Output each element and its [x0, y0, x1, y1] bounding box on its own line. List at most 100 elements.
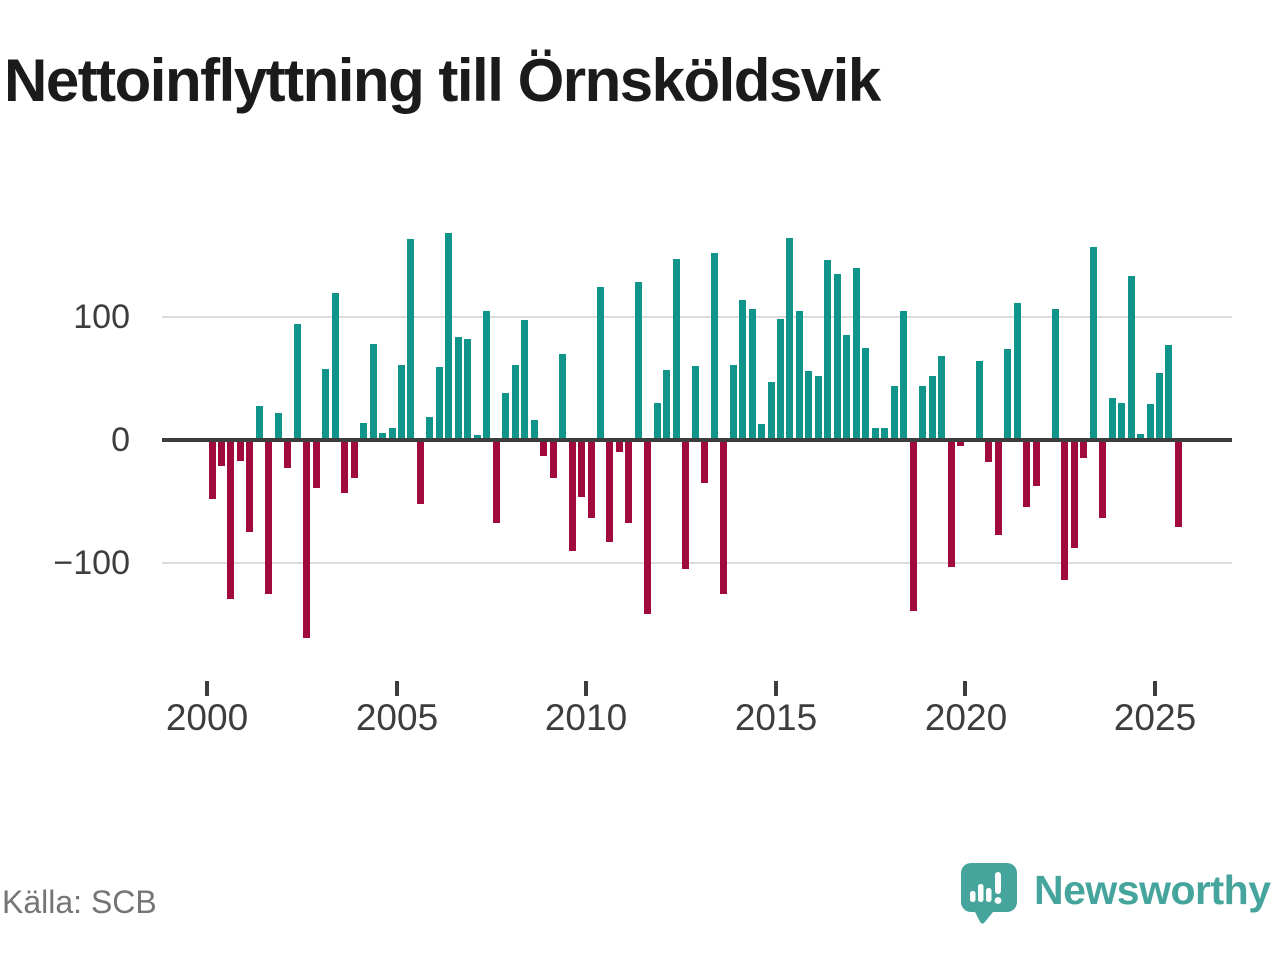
bar-2023-Q1 [1080, 440, 1088, 459]
bar-2002-Q4 [312, 440, 320, 489]
bar-2004-Q1 [360, 422, 368, 440]
bar-2008-Q3 [530, 420, 538, 440]
bar-2003-Q2 [331, 293, 339, 440]
bar-2004-Q2 [369, 343, 377, 440]
bar-2003-Q3 [341, 440, 349, 493]
logo-bar-1 [970, 891, 976, 902]
bar-2011-Q1 [625, 440, 633, 523]
bar-2006-Q1 [435, 367, 443, 440]
bar-2021-Q2 [1013, 303, 1021, 440]
bar-2003-Q1 [322, 368, 330, 440]
source-note: Källa: SCB [2, 884, 157, 920]
bar-2023-Q3 [1099, 440, 1107, 518]
bar-2000-Q3 [227, 440, 235, 599]
bar-2024-Q1 [1118, 403, 1126, 440]
bar-2005-Q1 [398, 364, 405, 440]
x-tick-label-2010: 2010 [544, 697, 628, 738]
bar-2006-Q2 [445, 233, 453, 440]
bar-2013-Q4 [729, 364, 737, 440]
bar-2020-Q3 [985, 440, 993, 463]
bar-2024-Q3 [1137, 433, 1145, 440]
bar-2001-Q4 [274, 412, 282, 440]
bar-2019-Q1 [928, 375, 936, 440]
newsworthy-logo-icon [958, 862, 1018, 929]
bar-2019-Q2 [938, 356, 946, 440]
bar-2008-Q2 [521, 320, 529, 440]
x-axis-zero-line [162, 438, 1232, 442]
bar-2009-Q4 [578, 440, 586, 497]
bar-2006-Q3 [454, 336, 462, 440]
bar-2007-Q1 [473, 435, 481, 440]
logo-bar-2 [978, 884, 984, 902]
bar-2018-Q3 [909, 440, 917, 612]
logo-bar-3 [986, 888, 992, 902]
bar-2025-Q2 [1165, 345, 1173, 440]
bar-2009-Q3 [568, 440, 576, 551]
bar-2017-Q3 [871, 427, 879, 440]
bar-2011-Q3 [644, 440, 652, 614]
bar-2000-Q4 [236, 440, 244, 461]
bar-2001-Q3 [265, 440, 273, 594]
bar-2014-Q2 [748, 309, 756, 440]
bar-2020-Q4 [994, 440, 1002, 535]
bar-2006-Q4 [464, 338, 472, 440]
bar-2017-Q4 [881, 427, 889, 440]
bar-2013-Q2 [710, 252, 718, 440]
bar-2001-Q1 [246, 440, 254, 533]
x-tick-2010 [584, 681, 588, 696]
bar-2011-Q2 [634, 282, 642, 440]
bar-2012-Q4 [691, 366, 699, 440]
bar-2015-Q4 [805, 371, 813, 440]
bar-2022-Q2 [1051, 309, 1059, 440]
bar-2022-Q3 [1061, 440, 1069, 581]
x-tick-2020 [963, 681, 967, 696]
bar-2016-Q2 [824, 260, 832, 440]
bar-2008-Q1 [511, 364, 519, 440]
bar-2019-Q3 [947, 440, 955, 567]
y-tick-label-minus-100: −100 [53, 544, 130, 582]
chart-title: Nettoinflyttning till Örnsköldsvik [4, 47, 881, 114]
bar-2015-Q2 [786, 237, 794, 440]
bar-2014-Q1 [739, 299, 747, 440]
logo-exclamation-bar [995, 872, 1001, 894]
gridline-minus-100 [162, 562, 1232, 564]
x-tick-label-2000: 2000 [165, 697, 249, 738]
bar-2002-Q1 [284, 440, 292, 469]
x-tick-label-2015: 2015 [734, 697, 818, 738]
bar-2001-Q2 [255, 405, 263, 440]
bar-2019-Q4 [957, 440, 965, 447]
bar-2015-Q1 [777, 319, 784, 440]
bar-2004-Q3 [379, 432, 387, 440]
bar-2007-Q4 [502, 393, 510, 440]
bar-2004-Q4 [388, 427, 396, 440]
bar-2025-Q1 [1156, 373, 1163, 440]
bar-2002-Q2 [293, 324, 301, 440]
bar-2003-Q4 [350, 440, 358, 479]
bar-2023-Q2 [1089, 246, 1097, 440]
bar-2018-Q4 [919, 385, 927, 440]
bar-2017-Q1 [852, 267, 860, 440]
bar-2018-Q1 [890, 385, 898, 440]
bar-2000-Q2 [217, 440, 225, 466]
bar-2013-Q3 [720, 440, 728, 594]
bar-2012-Q2 [672, 258, 680, 440]
bar-2021-Q1 [1004, 348, 1012, 440]
bar-2009-Q1 [549, 440, 557, 479]
x-tick-label-2020: 2020 [924, 697, 1008, 738]
gridline-plus-100 [162, 316, 1232, 318]
x-tick-label-2005: 2005 [355, 697, 439, 738]
bar-2010-Q4 [615, 440, 623, 453]
bar-2005-Q4 [426, 416, 434, 440]
bar-2014-Q3 [758, 423, 766, 440]
bar-2005-Q3 [416, 440, 424, 505]
bar-2014-Q4 [767, 382, 775, 440]
bar-2025-Q3 [1174, 440, 1182, 528]
bar-2010-Q2 [596, 287, 604, 440]
bar-2009-Q2 [559, 353, 567, 440]
bar-2015-Q3 [795, 310, 803, 440]
bar-2002-Q3 [303, 440, 311, 639]
bar-2017-Q2 [862, 347, 870, 440]
y-tick-label-0: 0 [111, 421, 130, 459]
bar-2000-Q1 [208, 440, 216, 500]
